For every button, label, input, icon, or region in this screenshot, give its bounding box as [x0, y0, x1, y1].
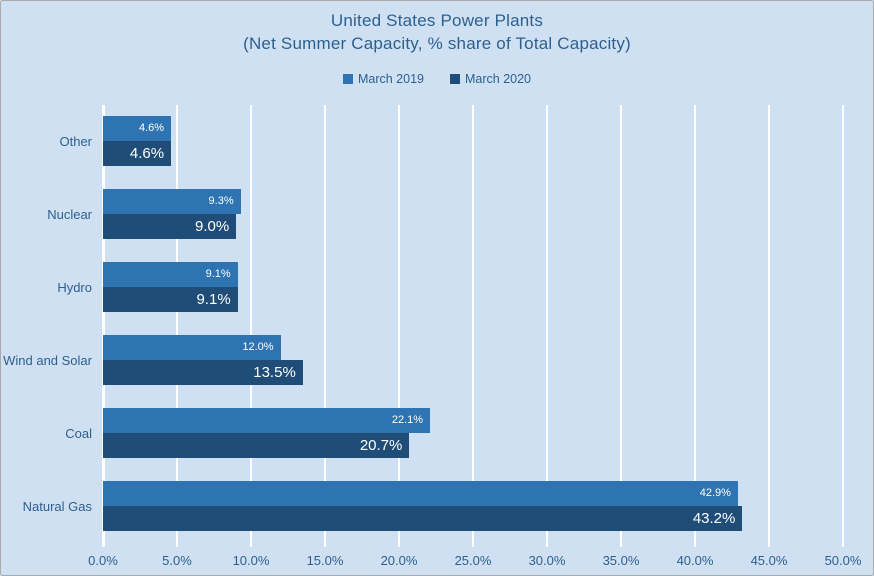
bar-value-label: 4.6% [139, 122, 165, 134]
x-tick-label: 0.0% [88, 553, 118, 568]
chart-title: United States Power Plants (Net Summer C… [0, 9, 874, 55]
bar-value-label: 13.5% [253, 364, 296, 381]
chart-legend: March 2019 March 2020 [0, 72, 874, 86]
bar-march-2019-coal[interactable]: 22.1% [103, 408, 431, 433]
category-row-nuclear: Nuclear 9.3% 9.0% [47, 178, 843, 251]
category-label-coal: Coal [65, 426, 92, 441]
bar-value-label: 4.6% [129, 145, 165, 162]
legend-item-march-2019[interactable]: March 2019 [342, 72, 424, 86]
category-label-hydro: Hydro [57, 280, 92, 295]
category-row-other: Other 4.6% 4.6% [59, 105, 843, 178]
gridline [546, 105, 548, 547]
bar-rows: Other 4.6% 4.6% Nuclear 9.3% 9.0% Hydro 9.1% 9.1… [3, 105, 843, 543]
y-axis-line [101, 105, 105, 547]
x-tick-label: 50.0% [824, 553, 862, 568]
gridline [620, 105, 622, 547]
category-label-nuclear: Nuclear [47, 207, 92, 222]
bar-march-2020-nuclear[interactable]: 9.0% [103, 214, 237, 239]
x-axis: 0.0% 5.0% 10.0% 15.0% 20.0% 25.0% 30.0% 35.0% 40… [88, 553, 861, 573]
bar-march-2020-other[interactable]: 4.6% [103, 141, 172, 166]
bar-value-label: 22.1% [391, 414, 424, 426]
x-tick-label: 5.0% [162, 553, 192, 568]
bar-march-2020-coal[interactable]: 20.7% [103, 433, 410, 458]
bar-value-label: 20.7% [359, 437, 403, 454]
x-tick-label: 25.0% [454, 553, 492, 568]
bar-march-2020-natural-gas[interactable]: 43.2% [103, 506, 743, 531]
gridline [694, 105, 696, 547]
x-tick-label: 20.0% [380, 553, 418, 568]
category-row-coal: Coal 22.1% 20.7% [65, 397, 843, 470]
legend-label: March 2019 [357, 72, 424, 86]
bar-value-label: 9.3% [208, 195, 234, 207]
gridline [472, 105, 474, 547]
bar-value-label: 43.2% [692, 510, 736, 527]
legend-item-march-2020[interactable]: March 2020 [450, 72, 531, 86]
category-row-natural-gas: Natural Gas 42.9% 43.2% [23, 470, 843, 543]
bar-march-2019-natural-gas[interactable]: 42.9% [103, 481, 738, 506]
gridline [842, 105, 844, 547]
x-tick-label: 35.0% [602, 553, 640, 568]
x-tick-label: 10.0% [232, 553, 270, 568]
bar-value-label: 12.0% [242, 341, 274, 353]
bar-march-2019-nuclear[interactable]: 9.3% [103, 189, 241, 214]
bar-value-label: 9.1% [196, 291, 231, 308]
legend-swatch-icon [450, 74, 460, 84]
x-tick-label: 15.0% [306, 553, 344, 568]
x-tick-label: 30.0% [528, 553, 566, 568]
category-row-wind-and-solar: Wind and Solar 12.0% 13.5% [3, 324, 843, 397]
gridline [250, 105, 252, 547]
category-label-other: Other [59, 134, 92, 149]
bar-march-2020-wind-and-solar[interactable]: 13.5% [103, 360, 303, 385]
gridline [768, 105, 770, 547]
chart-title-line2: (Net Summer Capacity, % share of Total C… [243, 34, 631, 53]
gridline [176, 105, 178, 547]
category-row-hydro: Hydro 9.1% 9.1% [57, 251, 843, 324]
x-tick-label: 45.0% [750, 553, 788, 568]
x-tick-label: 40.0% [676, 553, 714, 568]
bar-march-2019-wind-and-solar[interactable]: 12.0% [103, 335, 281, 360]
gridline [398, 105, 400, 547]
category-label-wind-and-solar: Wind and Solar [3, 353, 92, 368]
bar-value-label: 9.1% [205, 268, 231, 280]
legend-label: March 2020 [465, 72, 532, 86]
category-label-natural-gas: Natural Gas [22, 499, 92, 514]
gridline [324, 105, 326, 547]
bar-value-label: 9.0% [194, 218, 230, 235]
legend-swatch-icon [342, 74, 353, 84]
bar-march-2019-other[interactable]: 4.6% [103, 116, 172, 141]
bar-march-2019-hydro[interactable]: 9.1% [103, 262, 238, 287]
chart-title-line1: United States Power Plants [330, 11, 544, 30]
bar-value-label: 42.9% [699, 487, 731, 499]
bar-march-2020-hydro[interactable]: 9.1% [103, 287, 238, 312]
plot-area: Other 4.6% 4.6% Nuclear 9.3% 9.0% Hydro 9.1% 9.1… [3, 105, 861, 568]
